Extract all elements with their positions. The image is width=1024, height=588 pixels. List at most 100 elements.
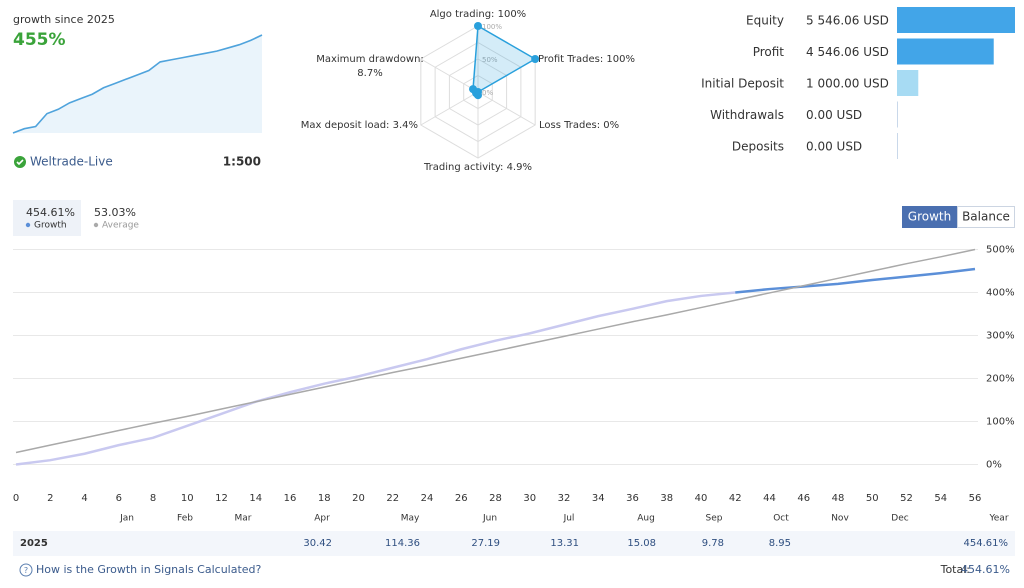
account-value: 0.00 USD [806,108,862,122]
series-line [735,267,976,294]
radar-spoke [420,58,479,93]
stat-value: 53.03% [94,206,136,219]
radar-spoke [477,91,536,126]
broker[interactable]: Weltrade-Live [30,155,113,169]
growth-value: 455% [13,30,66,50]
column-header: Apr [314,514,330,524]
account-name: Deposits [732,140,784,154]
x-tick-label: 54 [934,493,947,504]
x-tick-label: 42 [729,493,742,504]
radar-tick-label: 100% [482,23,502,31]
radar-label: Profit Trades: 100% [538,54,635,65]
y-tick-label: 500% [986,245,1015,256]
radar-label: Algo trading: 100% [430,9,526,20]
sparkline-area [13,35,262,133]
x-tick-label: 8 [150,493,156,504]
x-tick-label: 12 [215,493,228,504]
sparkline [12,34,263,134]
leverage: 1:500 [223,155,261,169]
account-bar [897,7,1015,33]
help-icon-mark: ? [24,566,28,575]
y-tick-label: 400% [986,288,1015,299]
x-tick-label: 18 [318,493,331,504]
stat-name: Growth [34,221,67,231]
total-label: Total: [940,563,970,576]
y-tick-label: 300% [986,331,1015,342]
table-cell: 15.08 [627,538,656,549]
stat-value: 454.61% [26,206,75,219]
x-tick-label: 26 [455,493,468,504]
column-header: Feb [177,514,193,524]
account-value: 5 546.06 USD [806,14,889,28]
button-label[interactable]: Balance [962,210,1010,224]
x-tick-label: 16 [284,493,297,504]
stat-name: Average [102,221,139,231]
table-cell: 8.95 [769,538,791,549]
table-cell: 30.42 [303,538,332,549]
y-tick-label: 200% [986,374,1015,385]
stat-dot [93,222,99,228]
x-tick-label: 2 [47,493,53,504]
radar-spoke [420,91,479,126]
y-tick-label: 0% [986,460,1002,471]
x-tick-label: 34 [592,493,605,504]
radar-tick-label: 0% [482,89,493,97]
column-header: Year [988,514,1008,524]
x-tick-label: 44 [763,493,776,504]
radar-area [472,24,537,98]
radar-label: Max deposit load: 3.4% [301,120,418,131]
x-tick-label: 48 [832,493,845,504]
column-header: Aug [637,514,655,524]
table-cell: 13.31 [550,538,579,549]
radar-point [474,22,482,30]
table-row-bg [13,531,1015,556]
table-cell: 114.36 [385,538,420,549]
account-name: Equity [746,14,784,28]
account-bar [897,38,994,65]
y-tick-label: 100% [986,417,1015,428]
column-header: Dec [891,514,908,524]
balance-button[interactable] [957,206,1015,228]
radar-tick-label: 50% [482,56,498,64]
radar-label: Loss Trades: 0% [539,120,619,131]
growth-button[interactable] [902,206,957,228]
check [16,159,24,166]
column-header: May [401,514,420,524]
account-name: Initial Deposit [701,77,784,91]
account-value: 0.00 USD [806,140,862,154]
x-tick-label: 14 [249,493,262,504]
button-label[interactable]: Growth [908,210,951,224]
column-header: Oct [773,514,789,524]
x-tick-label: 32 [558,493,571,504]
radar-label: Maximum drawdown: [316,54,424,65]
x-tick-label: 20 [352,493,365,504]
column-header: Jun [482,514,497,524]
table-cell: 9.78 [702,538,724,549]
table-cell: 454.61% [964,538,1009,549]
total-value: 454.61% [961,563,1010,576]
help-icon [19,563,33,577]
growth-tab[interactable] [13,200,81,236]
growth-label: growth since 2025 [13,13,115,26]
account-name: Profit [753,45,785,59]
x-tick-label: 56 [969,493,982,504]
x-tick-label: 50 [866,493,879,504]
x-tick-label: 46 [797,493,810,504]
x-tick-label: 52 [900,493,913,504]
column-header: Mar [235,514,252,524]
radar-point [531,55,540,63]
account-bar [897,70,919,96]
x-tick-label: 30 [523,493,536,504]
help-link[interactable]: How is the Growth in Signals Calculated? [36,563,262,576]
radar-label: 8.7% [357,68,382,79]
column-header: Sep [706,514,723,524]
radar-label: Trading activity: 4.9% [423,162,532,173]
account-value: 4 546.06 USD [806,45,889,59]
x-tick-label: 6 [116,493,122,504]
x-tick-label: 40 [695,493,708,504]
row-year: 2025 [20,538,48,549]
x-tick-label: 36 [626,493,639,504]
column-header: Nov [831,514,849,524]
